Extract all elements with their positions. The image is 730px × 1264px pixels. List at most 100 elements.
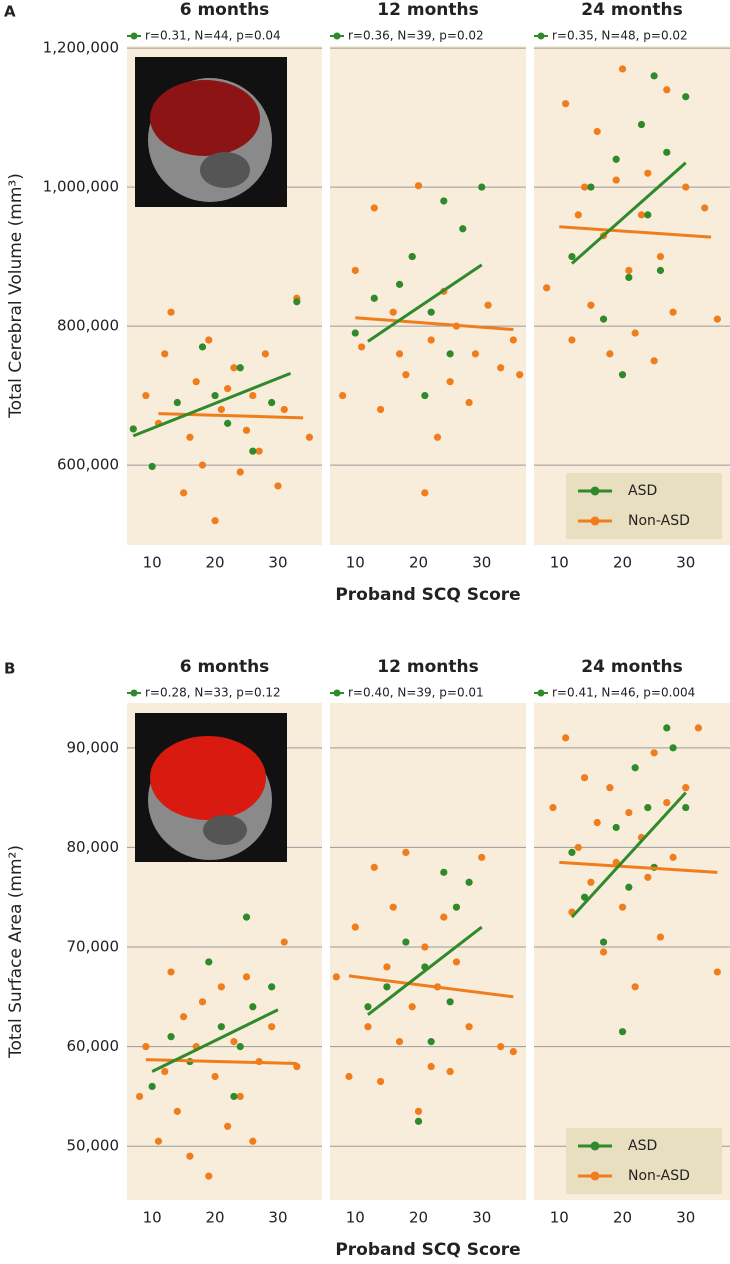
fit-line [158,412,304,420]
point [656,252,665,261]
point [682,803,690,812]
point [484,301,492,309]
point [205,1172,213,1180]
fit-line [367,263,483,343]
point [562,734,570,742]
point [637,120,646,129]
point [599,315,608,323]
annotation: r=0.41, N=46, p=0.004 [552,686,695,700]
point [669,744,677,752]
point [631,983,639,991]
point [186,433,194,441]
point [465,878,473,886]
point [408,1003,416,1011]
legend-key-dot [590,1141,600,1151]
point [446,350,454,358]
point [211,1072,219,1081]
point [339,391,347,400]
point [694,724,702,732]
point [644,803,652,812]
legend-box [566,473,722,539]
point [402,938,410,946]
point [562,100,570,108]
point [414,1117,423,1125]
point [167,968,175,976]
point [625,266,633,275]
x-tick-label: 20 [206,1209,225,1227]
x-tick-label: 10 [143,554,162,572]
point [249,1003,257,1011]
point [446,378,454,386]
point [625,808,633,817]
point [478,853,486,861]
x-axis-label: Proband SCQ Score [335,1240,520,1260]
point [408,252,416,261]
point [358,343,366,351]
point [205,336,213,344]
y-tick-label: 70,000 [67,938,120,956]
point [713,968,721,976]
x-tick-label: 10 [346,1209,365,1227]
point [224,1122,232,1130]
point [224,419,232,427]
point [440,868,448,876]
mri-inset-b [135,713,287,862]
point [180,1013,188,1021]
fit-line [355,316,514,332]
point [402,371,410,379]
point [701,204,709,212]
panel-title: 24 months [581,657,682,677]
point [650,749,658,757]
point [574,843,582,852]
point [644,873,652,881]
point [663,148,671,156]
x-tick-label: 20 [206,554,225,572]
legend-label: Non-ASD [628,513,690,529]
fit-line [559,225,712,239]
point [395,280,404,288]
annotation-key-dot [333,32,341,40]
point [452,958,461,966]
point [154,1137,163,1145]
point [173,398,181,407]
point [198,461,207,469]
point [587,183,595,191]
cerebellum [200,152,250,188]
x-tick-label: 20 [613,554,632,572]
point [142,1043,150,1051]
point [587,878,595,886]
point [446,998,454,1006]
point [631,329,639,337]
point [211,517,219,525]
point [230,364,238,372]
x-tick-label: 10 [346,554,365,572]
plots [129,65,721,1180]
point [293,298,301,306]
point [471,350,480,358]
cerebellum [203,815,247,845]
point [682,93,690,101]
point [612,176,620,184]
y-tick-label: 1,200,000 [43,39,119,57]
panel-title: 12 months [377,657,478,677]
point [549,803,557,812]
point [612,823,620,832]
legend-box [566,1128,722,1194]
point [459,225,467,233]
point [230,1092,238,1101]
point [713,315,721,323]
point [656,266,665,275]
point [618,65,627,73]
point [543,284,551,292]
x-tick-label: 30 [268,554,287,572]
y-tick-label: 50,000 [67,1137,120,1155]
point [618,371,627,379]
point [509,336,517,344]
overlay: 600,000 800,000 1,000,000 1,200,000 10 20 30 6 … [4,0,722,1260]
point [261,350,269,358]
point [402,848,410,856]
x-tick-label: 10 [550,554,569,572]
legend-label: Non-ASD [628,1168,690,1184]
x-tick-label: 30 [472,1209,491,1227]
